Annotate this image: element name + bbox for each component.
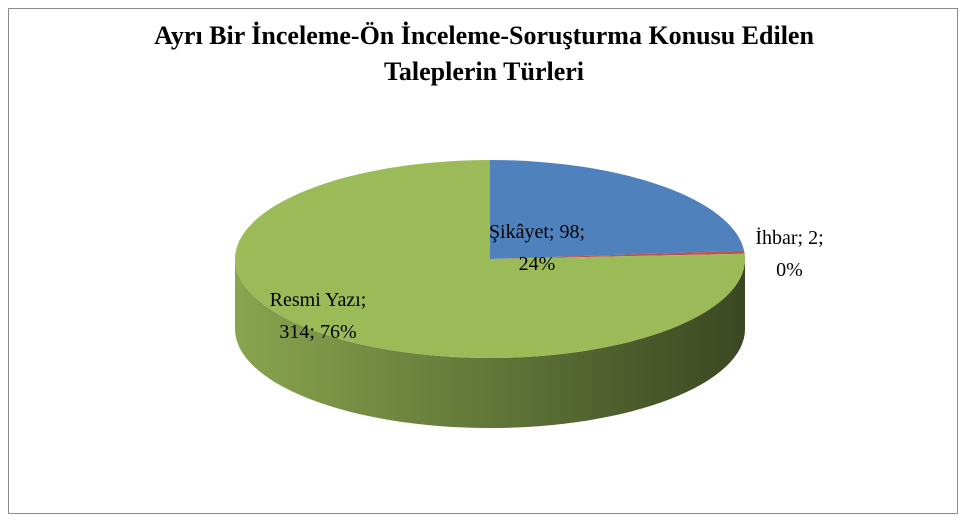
- chart-frame: [8, 8, 958, 514]
- chart-title: Ayrı Bir İnceleme-Ön İnceleme-Soruşturma…: [154, 21, 814, 86]
- data-label: Şikâyet; 98; 24%: [488, 221, 586, 275]
- data-label: İhbar; 2; 0%: [755, 227, 824, 281]
- data-label: Resmi Yazı; 314; 76%: [269, 289, 367, 343]
- pie-side-shade: [235, 259, 745, 428]
- pie-slice: [490, 250, 745, 259]
- pie-slice: [490, 160, 745, 259]
- pie-slice: [235, 160, 746, 359]
